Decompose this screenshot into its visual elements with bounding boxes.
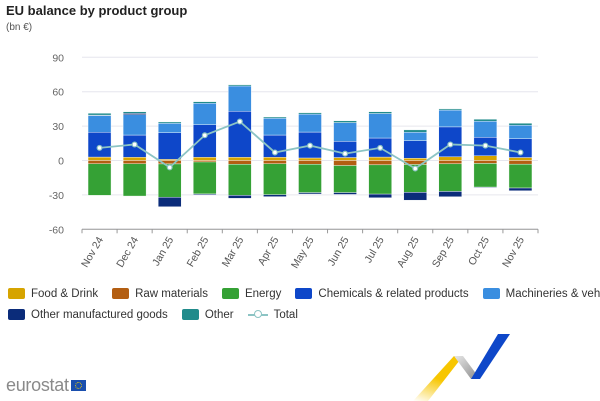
legend-swatch-icon	[482, 288, 500, 299]
legend-label: Energy	[244, 287, 282, 300]
logo-text: eurostat	[6, 375, 69, 395]
legend-line-marker-icon	[247, 309, 268, 320]
legend-item-chemicals-related-products[interactable]: Chemicals & related products	[295, 287, 469, 300]
total-point	[166, 164, 173, 171]
total-point	[447, 141, 454, 148]
legend-item-raw-materials[interactable]: Raw materials	[112, 288, 208, 300]
legend-label: Total	[273, 308, 298, 321]
total-point	[517, 149, 524, 156]
legend-item-food-drink[interactable]: Food & Drink	[8, 288, 98, 300]
bar-segment-other-manufactured-goods	[438, 191, 463, 197]
legend-item-other[interactable]: Other	[181, 308, 234, 321]
bar-segment-other	[473, 119, 498, 122]
bar-segment-other	[228, 84, 252, 87]
legend-row: Other manufactured goods Other Total	[8, 304, 598, 325]
total-point	[482, 142, 489, 149]
bar-segment-other-manufactured-goods	[368, 193, 392, 198]
bar-segment-energy	[87, 163, 112, 196]
legend-swatch-icon	[8, 309, 25, 320]
total-point	[271, 149, 278, 156]
legend-row: Food & Drink Raw materials Energy Chemicals…	[8, 283, 600, 304]
legend-item-other-manufactured-goods[interactable]: Other manufactured goods	[8, 309, 168, 321]
bar-segment-other-manufactured-goods	[298, 192, 322, 195]
legend-swatch-icon	[112, 288, 130, 299]
bar-segment-other-manufactured-goods	[403, 192, 427, 201]
eurostat-logo: eurostat	[6, 375, 86, 396]
legend-label: Raw materials	[135, 287, 208, 300]
total-point	[236, 118, 243, 125]
bar-segment-other	[87, 113, 112, 116]
bar-segment-other	[508, 123, 533, 126]
legend-swatch-icon	[8, 288, 25, 299]
chart-title: EU balance by product group	[6, 3, 188, 18]
total-point	[342, 150, 349, 157]
bar-segment-other	[438, 108, 463, 111]
total-point	[201, 132, 208, 139]
total-point	[131, 141, 138, 148]
legend-label: Machineries & vehicles	[505, 287, 600, 300]
y-tick-label: 60	[52, 87, 64, 99]
bar-segment-other-manufactured-goods	[508, 187, 533, 191]
bar-segment-other	[333, 120, 357, 123]
bar-segment-other-manufactured-goods	[263, 194, 287, 197]
y-tick-label: -60	[49, 224, 64, 236]
total-point	[377, 144, 384, 151]
y-tick-label: 0	[58, 156, 64, 168]
legend-swatch-icon	[221, 288, 239, 299]
bar-segment-other	[403, 129, 427, 133]
y-tick-label: -30	[49, 190, 64, 202]
bar-segment-other-manufactured-goods	[193, 193, 217, 196]
y-tick-label: 30	[52, 121, 64, 133]
bar-segment-other	[368, 111, 392, 114]
total-point	[96, 144, 103, 151]
legend-label: Other	[204, 308, 234, 321]
total-point	[307, 142, 314, 149]
bar-segment-energy	[122, 163, 147, 197]
bar-segment-other	[157, 121, 182, 124]
chart-legend: Food & Drink Raw materials Energy Chemicals…	[8, 283, 600, 325]
legend-label: Chemicals & related products	[318, 287, 469, 300]
bar-segment-other	[193, 101, 217, 104]
bar-segment-other	[263, 116, 287, 119]
eu-flag-icon	[70, 380, 86, 391]
bar-segment-other-manufactured-goods	[157, 196, 182, 207]
legend-label: Other manufactured goods	[31, 308, 168, 321]
bar-segment-other-manufactured-goods	[473, 186, 498, 188]
bar-segment-other	[122, 111, 147, 114]
legend-item-energy[interactable]: Energy	[221, 287, 282, 300]
y-tick-label: 90	[52, 52, 64, 64]
legend-swatch-icon	[295, 288, 313, 299]
chart-subtitle: (bn €)	[6, 22, 33, 33]
legend-label: Food & Drink	[31, 287, 99, 300]
legend-item-total[interactable]: Total	[247, 308, 298, 321]
total-point	[412, 165, 419, 172]
bar-segment-other-manufactured-goods	[228, 195, 252, 199]
bar-segment-other-manufactured-goods	[333, 192, 357, 195]
bar-segment-other	[298, 112, 322, 115]
legend-item-machineries-vehicles[interactable]: Machineries & vehicles	[482, 287, 600, 300]
legend-swatch-icon	[181, 309, 199, 320]
